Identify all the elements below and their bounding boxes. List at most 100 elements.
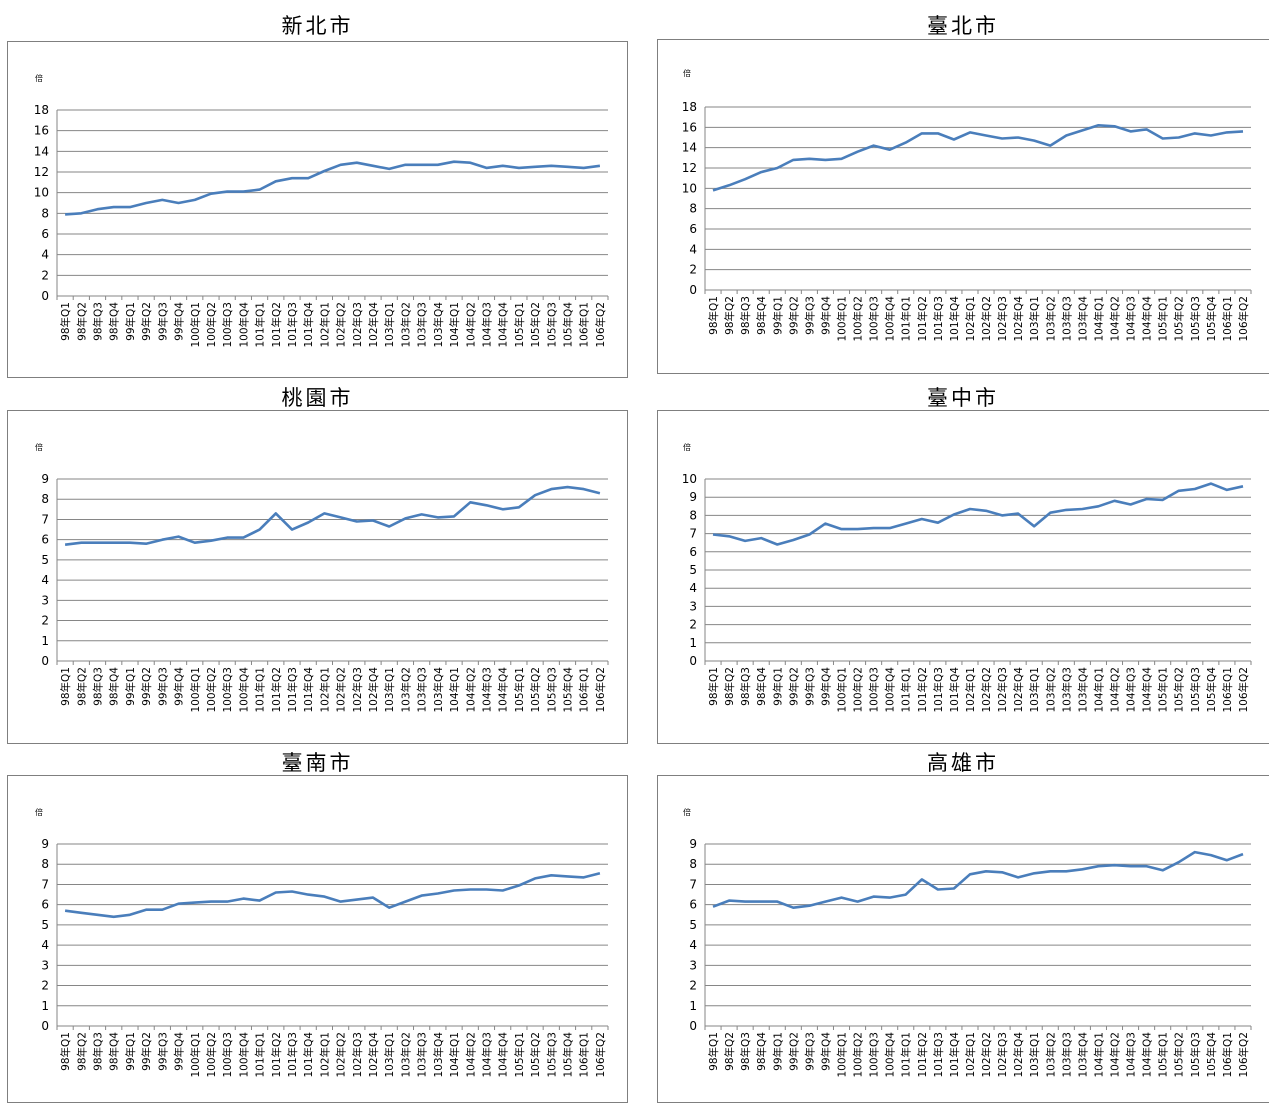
- x-tick-label: 98年Q1: [59, 667, 72, 706]
- x-tick-label: 99年Q1: [771, 1032, 784, 1071]
- x-tick-label: 98年Q4: [108, 302, 121, 341]
- x-tick-label: 100年Q3: [868, 1032, 881, 1078]
- x-tick-label: 99年Q1: [124, 1032, 137, 1071]
- chart-panel-new-taipei: 新北市 倍 0 2 4 6 8 10 12 14 16 18 98年Q1 98年Q2 98年Q3 98年Q4…: [7, 0, 628, 378]
- x-tick-label: 100年Q1: [836, 667, 849, 713]
- x-tick-label: 99年Q3: [803, 296, 816, 335]
- x-tick-label: 104年Q4: [1141, 1032, 1154, 1078]
- x-tick-label: 100年Q3: [221, 302, 234, 348]
- x-tick-label: 100年Q1: [189, 1032, 202, 1078]
- x-tick-label: 101年Q4: [302, 302, 315, 348]
- x-tick-label: 103年Q2: [399, 667, 412, 713]
- x-tick-label: 106年Q1: [578, 302, 591, 348]
- x-tick-label: 103年Q1: [1028, 296, 1041, 342]
- x-tick-label: 104年Q1: [1092, 667, 1105, 713]
- x-tick-label: 100年Q4: [884, 296, 897, 342]
- x-tick-label: 104年Q4: [497, 302, 510, 348]
- y-tick-label: 6: [41, 227, 49, 241]
- x-tick-label: 98年Q4: [755, 1032, 768, 1071]
- x-tick-label: 98年Q3: [739, 296, 752, 335]
- x-tick-label: 103年Q1: [383, 1032, 396, 1078]
- chart-title: 新北市: [281, 14, 354, 38]
- y-tick-label: 0: [41, 289, 49, 303]
- x-tick-label: 98年Q4: [755, 296, 768, 335]
- x-tick-label: 101年Q4: [948, 296, 961, 342]
- series-line: [712, 850, 1244, 909]
- x-tick-label: 98年Q1: [59, 1032, 72, 1071]
- y-tick-label: 7: [689, 527, 697, 541]
- x-tick-label: 106年Q2: [594, 667, 607, 713]
- y-tick-label: 6: [41, 533, 49, 547]
- y-tick-label: 8: [689, 857, 697, 871]
- x-tick-label: 99年Q4: [819, 1032, 832, 1071]
- x-tick-label: 106年Q1: [1221, 296, 1234, 342]
- x-tick-label: 99年Q2: [787, 1032, 800, 1071]
- chart-panel-tainan: 臺南市 倍 0 1 2 3 4 5 6 7 8 9 98年Q1 98年Q2 98年Q3 98年Q4 99年Q1…: [7, 745, 628, 1103]
- x-tick-label: 99年Q1: [124, 302, 137, 341]
- series-line: [712, 124, 1244, 192]
- x-tick-label: 103年Q1: [1028, 1032, 1041, 1078]
- y-tick-label: 6: [689, 222, 697, 236]
- x-tick-label: 103年Q1: [383, 302, 396, 348]
- chart-area: 倍 0 1 2 3 4 5 6 7 8 9 10 98年Q1 98年Q2 98年Q3 98年Q4 99年Q1 99…: [657, 410, 1269, 744]
- x-tick-label: 102年Q2: [980, 667, 993, 713]
- x-tick-label: 100年Q1: [189, 667, 202, 713]
- x-tick-label: 102年Q1: [964, 296, 977, 342]
- x-tick-label: 98年Q2: [723, 1032, 736, 1071]
- x-tick-label: 105年Q3: [1189, 1032, 1202, 1078]
- x-tick-label: 102年Q4: [1012, 667, 1025, 713]
- y-tick-label: 2: [41, 614, 49, 628]
- x-tick-label: 104年Q2: [1109, 667, 1122, 713]
- x-tick-label: 104年Q4: [497, 1032, 510, 1078]
- x-tick-label: 99年Q4: [173, 667, 186, 706]
- x-tick-label: 103年Q1: [1028, 667, 1041, 713]
- x-tick-label: 103年Q2: [1044, 296, 1057, 342]
- y-tick-label: 0: [689, 654, 697, 668]
- y-tick-label: 16: [34, 124, 49, 138]
- x-tick-label: 102年Q4: [1012, 296, 1025, 342]
- x-tick-label: 101年Q3: [286, 1032, 299, 1078]
- y-tick-label: 10: [34, 186, 49, 200]
- x-tick-label: 104年Q3: [1125, 296, 1138, 342]
- x-tick-label: 99年Q3: [156, 302, 169, 341]
- y-tick-label: 4: [41, 248, 49, 262]
- x-tick-label: 98年Q3: [739, 667, 752, 706]
- x-tick-label: 99年Q4: [173, 302, 186, 341]
- x-tick-label: 105年Q1: [513, 302, 526, 348]
- x-tick-label: 98年Q2: [75, 302, 88, 341]
- y-tick-label: 2: [41, 979, 49, 993]
- x-tick-label: 104年Q1: [448, 302, 461, 348]
- x-tick-label: 102年Q2: [980, 1032, 993, 1078]
- x-tick-label: 103年Q2: [1044, 1032, 1057, 1078]
- x-tick-label: 102年Q3: [351, 1032, 364, 1078]
- y-tick-label: 14: [682, 141, 697, 155]
- x-tick-label: 99年Q2: [140, 1032, 153, 1071]
- chart-panel-taipei: 臺北市 倍 0 2 4 6 8 10 12 14 16 18 98年Q1 98年Q2 98年Q3 98年Q4…: [657, 0, 1269, 377]
- x-tick-label: 104年Q2: [1109, 1032, 1122, 1078]
- y-tick-label: 9: [689, 490, 697, 504]
- x-tick-label: 104年Q1: [1092, 1032, 1105, 1078]
- x-tick-label: 106年Q2: [1237, 667, 1250, 713]
- x-tick-label: 98年Q1: [707, 1032, 720, 1071]
- x-tick-label: 101年Q1: [254, 1032, 267, 1078]
- x-tick-label: 98年Q3: [92, 667, 105, 706]
- x-tick-label: 105年Q1: [1157, 667, 1170, 713]
- y-tick-label: 3: [689, 958, 697, 972]
- y-tick-label: 18: [682, 100, 697, 114]
- x-tick-label: 98年Q2: [75, 667, 88, 706]
- x-tick-label: 101年Q1: [254, 667, 267, 713]
- x-tick-label: 103年Q2: [399, 302, 412, 348]
- series-line: [64, 485, 601, 546]
- y-unit-label: 倍: [683, 68, 691, 78]
- x-tick-label: 98年Q3: [739, 1032, 752, 1071]
- x-tick-label: 100年Q4: [237, 302, 250, 348]
- x-tick-label: 102年Q3: [351, 302, 364, 348]
- x-tick-label: 100年Q2: [205, 667, 218, 713]
- x-tick-label: 105年Q1: [513, 667, 526, 713]
- x-tick-label: 105年Q4: [1205, 667, 1218, 713]
- y-tick-label: 1: [41, 634, 49, 648]
- x-tick-label: 101年Q4: [948, 1032, 961, 1078]
- chart-area: 倍 0 1 2 3 4 5 6 7 8 9 98年Q1 98年Q2 98年Q3 98年Q4 99年Q1 99年Q…: [7, 775, 628, 1103]
